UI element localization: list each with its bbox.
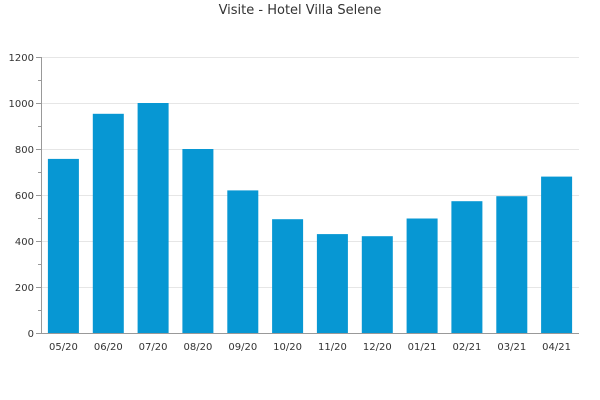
x-tick-label: 06/20: [94, 342, 123, 353]
bars: [47, 103, 573, 333]
bar: [496, 196, 528, 333]
y-tick-label: 0: [28, 329, 34, 340]
x-tick-label: 03/21: [497, 342, 526, 353]
y-tick-label: 200: [15, 283, 34, 294]
bar: [92, 113, 124, 333]
x-tick-label: 08/20: [183, 342, 212, 353]
bar: [406, 218, 438, 333]
x-tick-label: 01/21: [408, 342, 437, 353]
bar: [451, 201, 483, 333]
x-tick-label: 09/20: [228, 342, 257, 353]
x-tick-label: 12/20: [363, 342, 392, 353]
y-tick-label: 400: [15, 237, 34, 248]
tick-labels: 0 200 400 600 800 1000 1200 05/20 06/20 07/20 08/2…: [9, 53, 571, 353]
bar: [47, 158, 79, 333]
y-tick-label: 1200: [9, 53, 34, 64]
x-tick-label: 07/20: [139, 342, 168, 353]
x-tick-label: 10/20: [273, 342, 302, 353]
x-tick-label: 11/20: [318, 342, 347, 353]
y-tick-label: 600: [15, 191, 34, 202]
x-tick-label: 04/21: [542, 342, 571, 353]
bar: [137, 103, 169, 333]
chart-title: Visite - Hotel Villa Selene: [218, 3, 382, 18]
bar: [272, 219, 304, 333]
bar: [182, 149, 214, 333]
grid-lines: [41, 57, 579, 288]
bar: [541, 176, 573, 333]
bar: [361, 236, 393, 333]
axes: [36, 57, 579, 334]
x-tick-label: 02/21: [452, 342, 481, 353]
y-tick-label: 800: [15, 145, 34, 156]
x-tick-label: 05/20: [49, 342, 78, 353]
bar: [227, 190, 259, 333]
bar: [316, 234, 348, 333]
y-tick-label: 1000: [9, 99, 34, 110]
